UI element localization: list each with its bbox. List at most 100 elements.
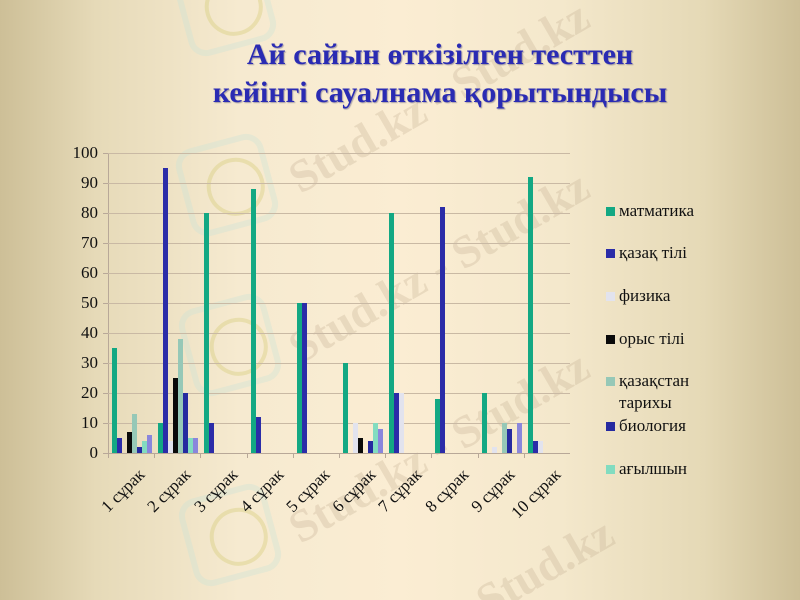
bar [440,207,446,453]
legend-item: қазақстан тарихы [606,370,729,414]
gridline [108,153,570,154]
legend-item: ағылшын [606,458,687,480]
y-tick [103,453,108,454]
legend-label: ағылшын [619,459,688,478]
y-tick [103,153,108,154]
x-tick [339,453,340,458]
legend-swatch-icon [606,377,615,386]
y-tick-label: 40 [81,323,98,342]
y-tick-label: 80 [81,203,98,222]
legend-item: қазақ тілі [606,242,687,264]
bar [147,435,152,453]
bar [173,378,179,453]
gridline [108,363,570,364]
y-tick [103,183,108,184]
y-tick-label: 90 [81,173,98,192]
x-tick [246,453,248,458]
legend-label: орыс тілі [619,329,685,348]
legend-label: матматика [619,201,694,220]
x-tick [385,453,387,458]
title-line-1: Ай сайын өткізілген тесттен [246,38,634,71]
gridline [108,243,570,244]
bar [506,429,512,453]
bar [389,213,395,453]
y-tick-label: 10 [81,413,98,432]
x-tick [200,453,202,458]
chart-plot-area: 0 10 20 30 40 50 60 70 80 90 100 1 сұрак 2 сұрак 3 сұ… [73,144,570,522]
bar [343,363,348,453]
legend-item: физика [606,285,670,307]
legend-item: орыс тілі [606,328,685,350]
legend-swatch-icon [606,292,615,301]
legend-swatch-icon [606,335,615,344]
y-tick [103,363,108,364]
bar [188,438,194,453]
y-tick [103,273,108,274]
bar [353,423,358,453]
slide-title: Ай сайын өткізілген тесттен кейінгі сауа… [150,36,730,112]
bar [112,348,117,453]
bar [481,393,487,453]
y-tick [103,243,108,244]
y-tick-label: 70 [81,233,98,252]
bar [532,441,538,453]
bar [250,189,256,453]
bar [301,303,307,453]
bar [163,168,169,453]
bar [255,417,261,453]
y-tick [103,303,108,304]
gridline [108,183,570,184]
bar [137,447,142,453]
gridline [108,333,570,334]
bar [204,213,210,453]
bar [394,393,400,453]
bar [158,423,164,453]
bar [178,339,184,453]
y-tick-label: 50 [81,293,98,312]
bar [516,423,522,453]
legend-swatch-icon [606,249,615,258]
bar [501,423,507,453]
bar [378,429,383,453]
bar [537,441,543,453]
y-tick-label: 20 [81,383,98,402]
bar [209,423,215,453]
bar [373,423,378,453]
bar [183,393,189,453]
y-tick [103,423,108,424]
y-tick [103,213,108,214]
legend-item: биология [606,415,686,437]
bar [168,441,174,453]
x-tick [292,453,294,458]
gridline [108,303,570,304]
bar [368,441,373,453]
gridline [108,213,570,214]
title-line-2: кейінгі сауалнама қорытындысы [212,76,668,109]
y-tick-label: 60 [81,263,98,282]
legend-label: қазақстан тарихы [619,371,690,412]
bar [117,438,122,453]
y-tick [103,393,108,394]
bar [435,399,441,453]
gridline [108,423,570,424]
gridline [108,393,570,394]
legend-swatch-icon [606,465,615,474]
bar [132,414,137,453]
x-tick [108,453,109,458]
bar [296,303,302,453]
bar [142,441,147,453]
bar [527,177,533,453]
y-tick-label: 0 [89,443,99,462]
bar [491,447,497,453]
gridline [108,273,570,274]
legend-swatch-icon [606,422,615,431]
legend-item: матматика [606,200,694,222]
bar [399,393,405,453]
x-tick [431,453,433,458]
legend-swatch-icon [606,207,615,216]
legend-label: физика [619,286,671,305]
bar [193,438,199,453]
x-tick [523,453,525,458]
x-tick [154,453,156,458]
legend-label: биология [619,416,686,435]
